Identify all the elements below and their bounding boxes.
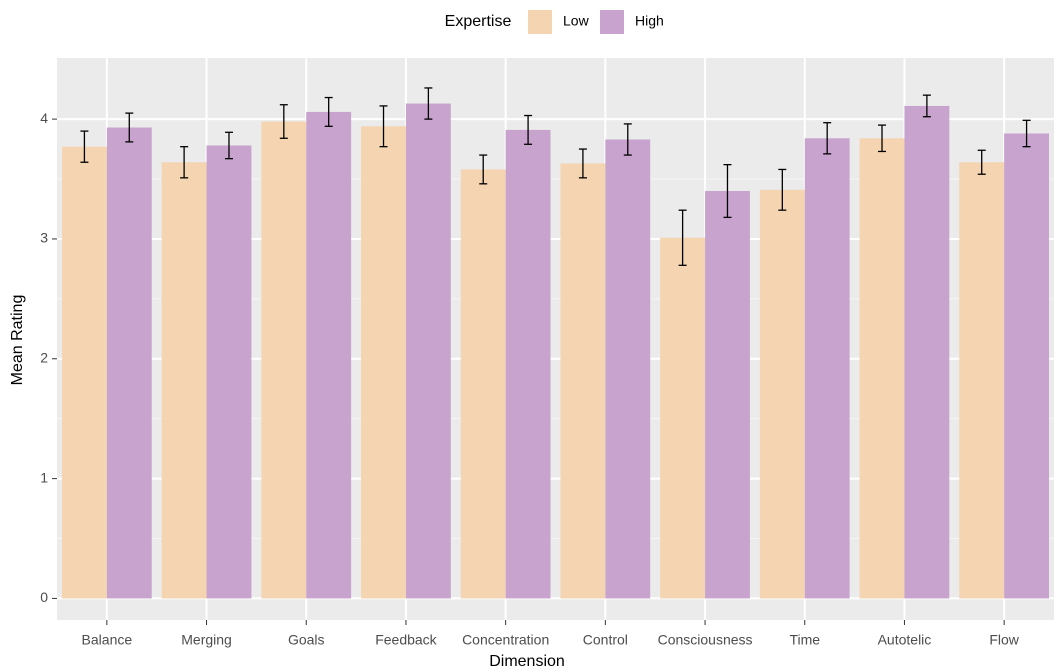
legend-label: High (635, 13, 664, 29)
error-bar (379, 105, 388, 148)
y-tick-label: 4 (40, 110, 48, 126)
error-bar (324, 96, 333, 127)
y-axis-title: Mean Rating (9, 295, 26, 386)
bar (605, 139, 651, 599)
bar (306, 111, 352, 599)
bar (859, 138, 905, 599)
error-bar (180, 146, 189, 179)
x-tick-label: Control (583, 632, 628, 648)
x-tick-label: Feedback (375, 632, 437, 648)
bar (106, 127, 152, 599)
x-tick-label: Concentration (462, 632, 549, 648)
legend-title: Expertise (445, 13, 512, 30)
error-bar (723, 163, 732, 219)
x-tick-label: Merging (181, 632, 232, 648)
bar (904, 105, 950, 599)
x-axis-title: Dimension (489, 653, 565, 670)
error-bar (424, 87, 433, 120)
error-bar (623, 123, 632, 156)
error-bar (80, 130, 89, 163)
x-tick-label: Autotelic (878, 632, 932, 648)
bar (660, 237, 706, 599)
legend-label: Low (563, 13, 590, 29)
bar (1004, 133, 1050, 599)
bar (361, 126, 406, 599)
bar (560, 163, 606, 599)
bar (405, 103, 451, 599)
x-tick-label: Consciousness (658, 632, 753, 648)
x-tick-label: Balance (82, 632, 133, 648)
bar (804, 138, 850, 599)
bar (959, 162, 1005, 599)
error-bar (678, 209, 687, 266)
error-bar (922, 94, 931, 118)
error-bar (479, 154, 488, 185)
bar (261, 121, 307, 599)
error-bar (878, 124, 887, 153)
y-tick-label: 0 (40, 589, 48, 605)
error-bar (524, 114, 533, 145)
bar (61, 146, 107, 599)
error-bar (778, 168, 787, 211)
error-bar (823, 122, 832, 155)
bar (505, 129, 551, 599)
bar (759, 189, 805, 599)
x-tick-label: Flow (989, 632, 1019, 648)
bar (206, 145, 252, 599)
bar (161, 162, 207, 599)
error-bar (977, 149, 986, 175)
x-tick-label: Goals (288, 632, 325, 648)
y-tick-label: 2 (40, 349, 48, 365)
y-tick-label: 1 (40, 469, 48, 485)
legend-swatch (600, 10, 624, 34)
error-bar (125, 112, 134, 143)
y-tick-label: 3 (40, 230, 48, 246)
error-bar (1022, 119, 1031, 148)
bar (460, 169, 506, 599)
error-bar (279, 104, 288, 139)
error-bar (578, 148, 587, 179)
legend-swatch (528, 10, 552, 34)
error-bar (224, 131, 233, 160)
bar (705, 191, 750, 599)
x-tick-label: Time (789, 632, 820, 648)
